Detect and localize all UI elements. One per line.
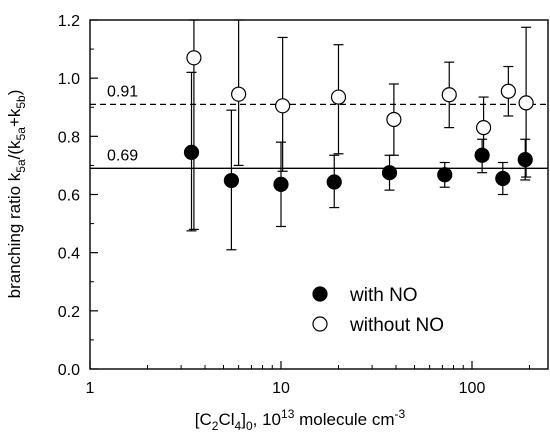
x-axis-label: [C2Cl4]0, 1013 molecule cm-3 [195,407,406,433]
data-points [185,51,534,192]
data-point-with-no [496,172,510,186]
data-point-without-no [276,99,290,113]
legend-marker-without-no [313,317,327,331]
reference-label-0-91: 0.91 [107,83,138,100]
y-axis-label: branching ratio k5a/(k5a+k5b) [5,90,28,299]
data-point-without-no [331,90,345,104]
y-tick-label: 0.8 [58,129,80,146]
data-point-without-no [187,51,201,65]
x-tick-label: 100 [459,380,486,397]
data-point-with-no [274,177,288,191]
x-tick-label: 1 [86,380,95,397]
data-point-without-no [387,112,401,126]
reference-label-0-69: 0.69 [107,147,138,164]
data-point-with-no [327,175,341,189]
data-point-without-no [519,96,533,110]
data-point-without-no [232,87,246,101]
data-point-with-no [185,145,199,159]
y-tick-label: 0.6 [58,188,80,205]
data-point-with-no [475,148,489,162]
data-point-with-no [518,153,532,167]
error-bars [187,20,532,250]
data-point-without-no [477,121,491,135]
y-tick-label: 0.4 [58,246,80,263]
y-tick-label: 1.2 [58,13,80,30]
data-point-with-no [224,174,238,188]
y-tick-label: 0.0 [58,362,80,379]
legend: with NO without NO [313,285,444,336]
y-tick-label: 1.0 [58,71,80,88]
data-point-with-no [383,166,397,180]
legend-marker-with-no [313,287,327,301]
legend-label-without-no: without NO [349,315,444,336]
data-point-without-no [442,88,456,102]
x-tick-label: 10 [272,380,290,397]
data-point-with-no [438,168,452,182]
y-tick-label: 0.2 [58,304,80,321]
legend-label-with-no: with NO [349,285,418,306]
axis-ticks: 0.0 0.2 0.4 0.6 0.8 1.0 1.2 1 10 100 [58,13,530,397]
data-point-without-no [501,84,515,98]
